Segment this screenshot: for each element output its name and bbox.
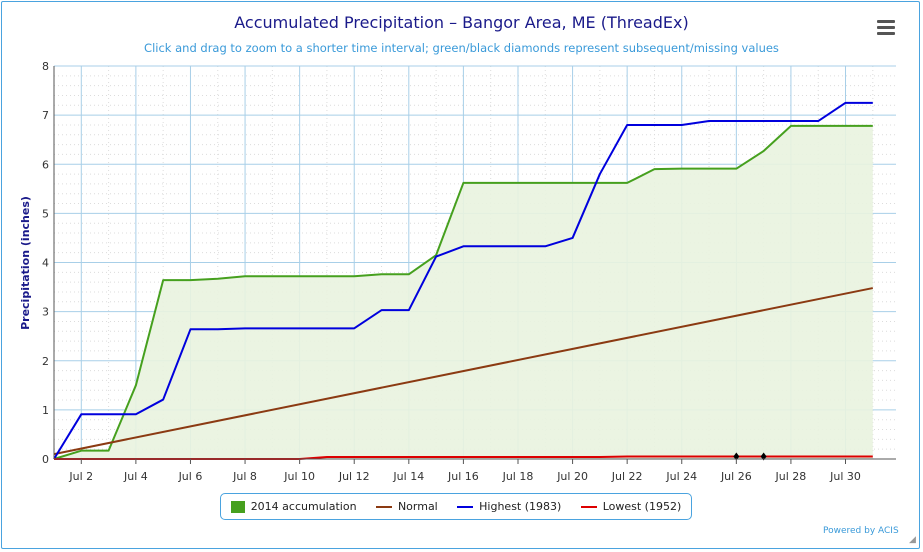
chart-subtitle: Click and drag to zoom to a shorter time… (144, 41, 779, 55)
y-tick-label: 1 (42, 404, 49, 417)
series-line-highest-1983[interactable] (53, 101, 873, 460)
y-tick-label: 6 (42, 158, 49, 171)
x-tick-label: Jul 28 (775, 470, 807, 483)
legend-item[interactable]: 2014 accumulation (230, 500, 357, 513)
legend-item[interactable]: Lowest (1952) (580, 500, 682, 513)
legend-label: Normal (397, 500, 438, 513)
y-tick-label: 3 (42, 306, 49, 319)
y-tick-label: 5 (42, 207, 49, 220)
legend-swatch (230, 500, 245, 513)
x-tick-label: Jul 18 (502, 470, 534, 483)
x-tick-label: Jul 22 (611, 470, 643, 483)
x-tick-label: Jul 6 (178, 470, 203, 483)
x-tick-label: Jul 4 (123, 470, 148, 483)
credits-link[interactable]: Powered by ACIS (823, 526, 899, 536)
legend-label: Lowest (1952) (602, 500, 682, 513)
legend-item[interactable]: Highest (1983) (457, 500, 561, 513)
x-tick-label: Jul 10 (283, 470, 315, 483)
x-tick-label: Jul 12 (338, 470, 370, 483)
series-area-2014-accumulation (54, 125, 873, 460)
legend: 2014 accumulation Normal Highest (1983) Low… (220, 493, 692, 520)
series-line-2014-accumulation[interactable] (53, 124, 873, 460)
y-tick-label: 0 (42, 453, 49, 466)
hamburger-menu-icon[interactable] (877, 20, 895, 36)
y-tick-label: 4 (42, 257, 49, 270)
legend-label: Highest (1983) (479, 500, 562, 513)
resize-handle-icon[interactable]: ◢ (909, 535, 916, 545)
x-tick-label: Jul 26 (720, 470, 752, 483)
y-axis-label: Precipitation (inches) (19, 196, 32, 330)
axes: 0 1 2 3 4 5 6 7 8 Jul 2 Jul 4 Jul 6 Jul 8 Jul 10 Jul 1… (42, 60, 896, 483)
y-tick-label: 7 (42, 109, 49, 122)
x-tick-label: Jul 8 (232, 470, 257, 483)
x-tick-label: Jul 30 (829, 470, 861, 483)
x-tick-label: Jul 16 (447, 470, 479, 483)
series-line-normal[interactable] (53, 287, 873, 456)
x-tick-label: Jul 20 (556, 470, 588, 483)
legend-item[interactable]: Normal (375, 500, 438, 513)
x-tick-label: Jul 2 (68, 470, 93, 483)
x-tick-label: Jul 24 (665, 470, 697, 483)
y-tick-label: 2 (42, 355, 49, 368)
legend-label: 2014 accumulation (250, 500, 357, 513)
y-tick-label: 8 (42, 60, 49, 73)
legend-swatch (375, 505, 392, 508)
legend-swatch (457, 505, 474, 508)
x-tick-label: Jul 14 (392, 470, 424, 483)
legend-swatch (580, 505, 597, 508)
chart-title: Accumulated Precipitation – Bangor Area,… (234, 13, 689, 32)
